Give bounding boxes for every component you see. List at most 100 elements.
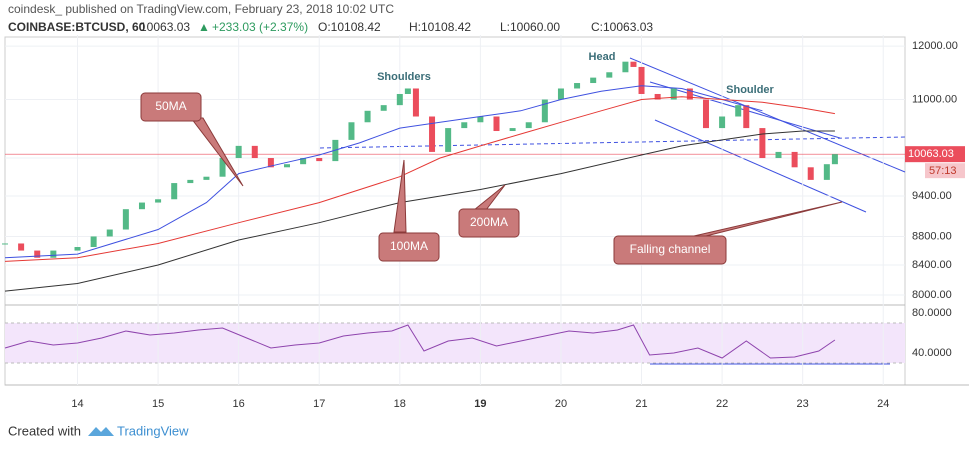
x-tick-label: 14 [71,398,83,410]
x-tick-label: 22 [716,398,728,410]
candle [638,66,645,94]
callout-pointer [189,117,244,187]
candle [574,83,581,89]
ohlc-value: L:10060.00 [500,20,560,34]
candle [509,128,516,132]
candle [525,122,532,129]
ohlc-value: C:10063.03 [591,20,653,34]
candle [719,116,726,129]
candle [630,61,637,67]
callout-box [378,232,440,262]
x-tick-label: 21 [635,398,647,410]
footer-brand: TradingView [117,423,189,438]
candle [557,88,564,100]
ohlc-value: H:10108.42 [409,20,471,34]
plot: O:10108.42 H:10108.42 L:10060.00 C:10063.03… [2,20,965,410]
candle [364,110,371,123]
candle [477,116,484,123]
callout-pointer [393,159,407,233]
candle [300,158,307,165]
candle [606,72,613,78]
callout-text: 50MA [155,99,186,113]
tv-logo [88,427,114,436]
callout-text: 200MA [470,215,508,229]
change-arrow: ▲ [198,20,210,34]
candle [18,243,25,251]
candle [380,105,387,111]
rsi-tick-label: 40.0000 [912,347,952,359]
footer-text: Created with [8,423,81,438]
candle [670,88,677,100]
candle [791,151,798,168]
y-tick-label: 9400.00 [912,190,952,202]
candle [187,179,194,184]
y-tick-label: 8400.00 [912,259,952,271]
candle [2,243,8,245]
candle [90,236,97,248]
candle [823,164,830,180]
x-tick-label: 19 [474,398,486,410]
x-tick-label: 17 [313,398,325,410]
x-tick-label: 20 [555,398,567,410]
candle [396,93,403,106]
candle [203,176,210,180]
candle [106,229,113,237]
candle [155,199,162,203]
callout-box [613,235,727,265]
y-tick-label: 11000.00 [912,93,957,105]
rsi-band [5,323,905,363]
callout-text: 100MA [390,239,428,253]
candle [251,145,258,159]
ma-line [4,96,835,262]
candle [702,99,709,129]
change: +233.03 (+2.37%) [212,20,308,34]
candle [654,93,661,100]
channel-bottom [654,119,867,213]
pattern-label: Head [589,51,616,63]
candle [735,105,742,117]
candle [74,247,81,251]
candle [235,145,242,159]
candle [590,77,597,84]
x-tick-label: 24 [877,398,889,410]
y-tick-label: 8800.00 [912,230,952,242]
candle [686,88,693,100]
candle [348,122,355,140]
candle [50,250,57,258]
candle [759,128,766,159]
candle [622,61,629,73]
ohlc-value: O:10108.42 [318,20,381,34]
y-tick-label: 12000.00 [912,40,958,52]
x-tick-label: 18 [394,398,406,410]
candle [807,167,814,180]
candle [404,88,411,94]
candle [267,158,274,168]
callout-box [458,208,520,238]
candle [775,151,782,159]
callout-pointer [472,184,506,211]
candle [122,209,129,230]
candle [445,128,452,152]
chart-title: coindesk_ published on TradingView.com, … [8,2,394,16]
x-tick-label: 16 [233,398,245,410]
rsi-tick-label: 80.0000 [912,307,952,319]
candle [743,105,750,129]
callout-pointer [693,201,843,237]
candle [429,116,436,152]
candle [171,183,178,200]
ma-line [4,85,763,259]
neckline [319,136,906,149]
candle [316,158,323,162]
callout-text: Falling channel [630,242,711,256]
rsi-line [4,324,836,359]
x-tick-label: 23 [797,398,809,410]
candle [541,99,548,123]
price-label-bg [905,146,965,163]
countdown-bg [925,163,965,179]
candle [284,164,291,168]
candle [138,202,145,210]
last-price: 10063.03 [140,20,190,34]
price-label: 10063.03 [908,148,954,160]
countdown: 57:13 [929,165,957,177]
